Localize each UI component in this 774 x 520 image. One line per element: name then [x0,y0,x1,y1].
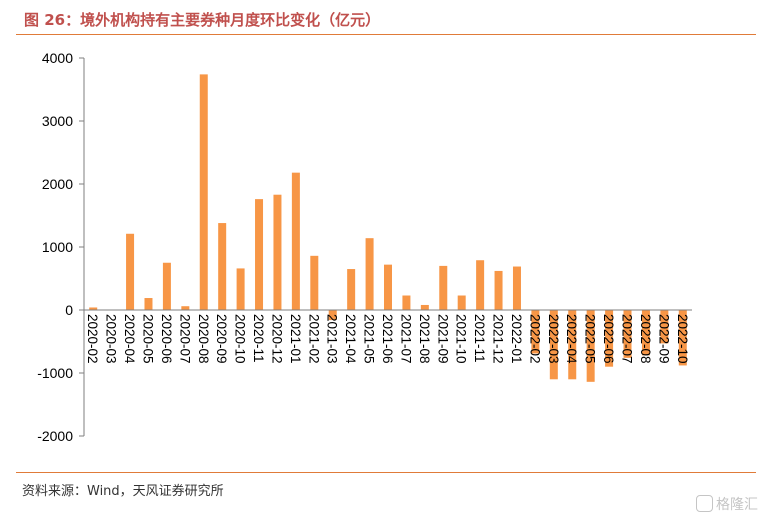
bar [236,268,245,310]
x-tick-label: 2022-05 [583,314,598,364]
bar [605,310,614,367]
bar [291,172,300,310]
x-tick-label: 2022-03 [546,314,561,364]
watermark-logo-icon [696,495,713,512]
x-tick-label: 2022-10 [675,314,690,364]
bar [420,304,429,310]
x-tick-label: 2021-10 [454,314,469,364]
x-tick-label: 2020-12 [269,314,284,364]
bar [255,199,264,310]
x-tick-label: 2021-07 [398,314,413,364]
y-tick-label: 4000 [42,50,73,66]
bar [218,223,227,310]
bar [162,262,171,310]
x-tick-label: 2022-07 [620,314,635,364]
axis-layer: -2000 -1000 0 1000 2000 3000 4000 2020-02 2020-0… [37,50,692,444]
x-tick-label: 2022-09 [656,314,671,364]
source-divider [16,472,756,473]
bar [678,310,687,366]
x-tick-label: 2021-06 [380,314,395,364]
bar [476,260,485,310]
source-note: 资料来源：Wind，天风证券研究所 [22,484,224,499]
bars-layer [89,74,687,382]
x-tick-label: 2021-02 [306,314,321,364]
bar [660,310,669,344]
x-tick-label: 2021-08 [417,314,432,364]
x-tick-label: 2020-11 [251,314,266,363]
bar [623,310,632,358]
bar [531,310,540,354]
bar [310,255,319,310]
x-tick-label: 2022-02 [527,314,542,364]
bar [512,266,521,310]
x-tick-label: 2021-12 [491,314,506,364]
bar [641,310,650,356]
bar [181,306,190,310]
y-tick-label: 0 [65,302,73,318]
watermark: 格隆汇 [696,494,758,514]
bar [384,264,392,310]
y-tick-label: 1000 [42,239,73,255]
y-tick-label: -2000 [37,428,73,444]
x-tick-label: 2020-06 [159,314,174,364]
x-tick-label: 2020-09 [214,314,229,364]
bar [199,74,208,310]
x-tick-label: 2021-09 [435,314,450,364]
x-tick-label: 2020-03 [104,314,119,364]
bar [144,298,153,310]
x-tick-label: 2020-10 [233,314,248,364]
x-tick-label: 2020-02 [85,314,100,364]
x-tick-label: 2021-03 [325,314,340,364]
x-tick-label: 2021-11 [472,314,487,363]
bar [586,310,595,382]
bar-chart: -2000 -1000 0 1000 2000 3000 4000 2020-02 2020-0… [37,50,692,444]
bar [126,233,135,310]
bar [365,238,374,310]
bar [439,265,448,310]
x-tick-label: 2020-05 [140,314,155,364]
y-tick-label: 2000 [42,176,73,192]
bar [549,310,558,380]
x-tick-label: 2020-07 [177,314,192,364]
x-tick-label: 2022-01 [509,314,524,364]
x-tick-label: 2021-04 [343,314,358,364]
bar [402,295,411,310]
x-tick-label: 2022-06 [601,314,616,364]
bar [328,310,337,321]
y-tick-label: 3000 [42,113,73,129]
bar [347,269,356,310]
watermark-text: 格隆汇 [716,497,758,513]
x-tick-label: 2020-04 [122,314,137,364]
bar [457,295,466,310]
bar [494,270,503,310]
x-tick-label: 2022-08 [638,314,653,364]
y-tick-label: -1000 [37,365,73,381]
x-tick-label: 2022-04 [564,314,579,364]
bar [273,194,282,310]
x-tick-label: 2021-01 [288,314,303,364]
x-tick-label: 2020-08 [196,314,211,364]
bar [89,307,98,310]
title-divider [16,34,756,35]
x-tick-label: 2021-05 [362,314,377,364]
bar [568,310,577,380]
figure-title: 图 26：境外机构持有主要券种月度环比变化（亿元） [24,11,381,29]
